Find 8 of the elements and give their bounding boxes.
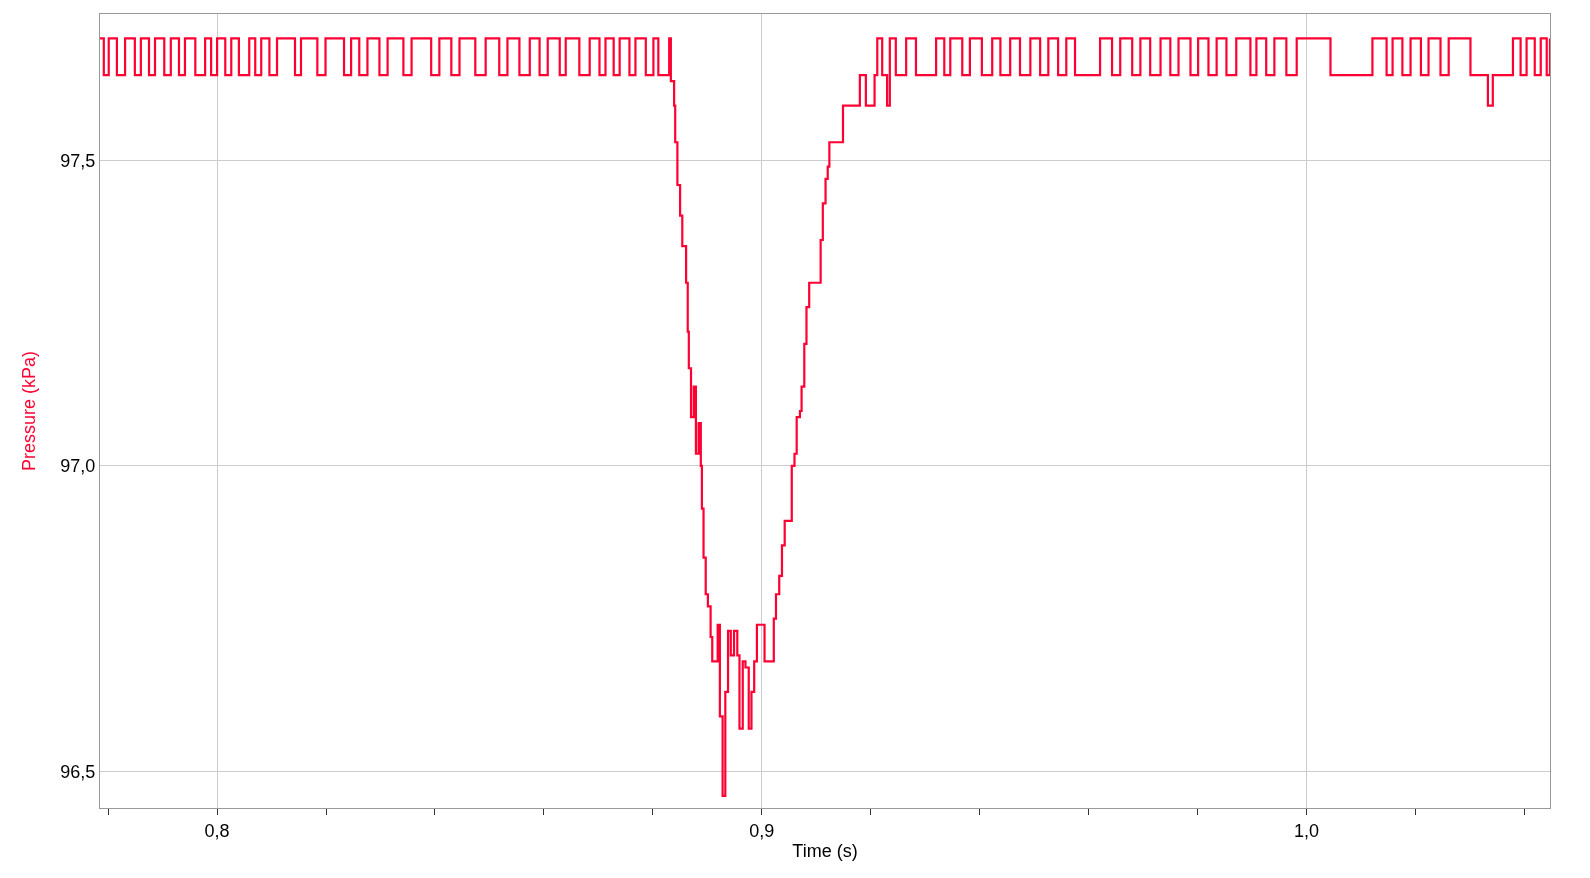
y-axis-title: Pressure (kPa): [18, 350, 39, 472]
x-tick-label: 0,9: [749, 820, 775, 841]
y-tick-label: 96,5: [60, 761, 96, 782]
x-axis-title: Time (s): [792, 840, 858, 861]
y-tick-label: 97,5: [60, 150, 96, 171]
x-tick-label: 1,0: [1294, 820, 1320, 841]
x-tick-label: 0,8: [204, 820, 230, 841]
y-tick-label: 97,0: [60, 456, 96, 477]
